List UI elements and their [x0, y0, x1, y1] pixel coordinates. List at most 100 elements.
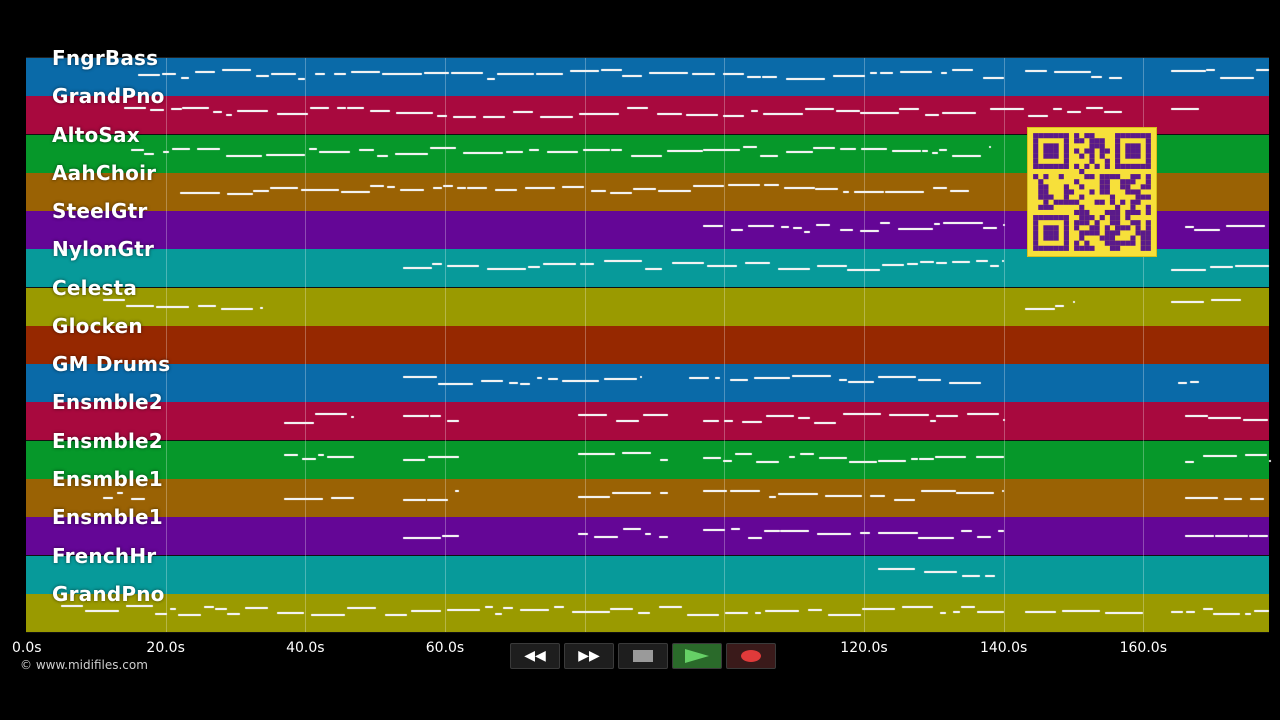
note	[725, 611, 748, 614]
note	[807, 608, 822, 611]
note	[430, 146, 457, 149]
note	[849, 460, 878, 463]
note	[932, 186, 947, 189]
note	[225, 154, 263, 157]
track-label: Ensmble1	[52, 505, 163, 530]
note	[337, 107, 346, 110]
note	[266, 153, 305, 156]
track-lane	[26, 325, 1269, 365]
note	[600, 69, 622, 71]
note	[989, 145, 992, 148]
track-label: Ensmble1	[52, 466, 163, 491]
stop-button[interactable]	[618, 643, 668, 669]
note	[659, 536, 669, 539]
note	[570, 70, 599, 72]
note	[430, 415, 441, 418]
note	[878, 376, 917, 379]
note	[815, 187, 838, 190]
fast-forward-icon: ▶▶	[578, 648, 600, 664]
note	[1171, 610, 1184, 613]
note	[861, 147, 887, 150]
note	[760, 154, 778, 157]
note	[1171, 108, 1200, 111]
note	[1001, 489, 1004, 492]
note	[318, 150, 350, 153]
track-label: SteelGtr	[52, 199, 148, 224]
note	[1066, 111, 1081, 114]
note	[919, 457, 934, 460]
note	[804, 108, 834, 111]
note	[403, 415, 429, 418]
note	[591, 189, 606, 192]
note	[1248, 535, 1268, 538]
note	[804, 231, 810, 234]
note	[196, 147, 220, 150]
note	[729, 379, 748, 382]
note	[660, 491, 669, 494]
note	[911, 457, 918, 460]
time-tick-label: 60.0s	[425, 640, 465, 656]
note	[441, 535, 459, 538]
track-label: FngrBass	[52, 46, 159, 70]
rewind-button[interactable]: ◀◀	[510, 643, 560, 669]
note	[484, 605, 493, 608]
note	[723, 459, 733, 462]
note	[609, 191, 632, 194]
track-label: AltoSax	[52, 122, 140, 147]
note	[788, 455, 795, 458]
note	[131, 497, 145, 500]
note	[432, 263, 443, 266]
note	[935, 262, 948, 265]
note	[692, 73, 715, 75]
note	[60, 604, 84, 607]
note	[1024, 70, 1047, 72]
play-button[interactable]	[672, 643, 722, 669]
note	[467, 186, 488, 189]
note	[123, 107, 147, 110]
note	[382, 73, 423, 75]
note	[358, 148, 375, 151]
note	[503, 606, 513, 609]
note	[920, 261, 935, 264]
note	[1185, 460, 1195, 463]
note	[394, 152, 428, 155]
note	[638, 611, 651, 614]
note	[1194, 229, 1220, 232]
note	[703, 148, 741, 151]
note	[1073, 300, 1076, 303]
note	[703, 489, 727, 492]
note	[799, 452, 815, 455]
note	[878, 459, 906, 462]
note	[442, 184, 454, 187]
track-lane	[26, 364, 1269, 404]
note	[161, 73, 176, 75]
note	[269, 186, 298, 189]
note	[824, 494, 863, 497]
note	[892, 149, 922, 152]
note	[657, 189, 691, 192]
grid-line	[305, 58, 307, 632]
note	[793, 227, 802, 230]
note	[783, 186, 815, 189]
note	[1185, 535, 1214, 538]
record-button[interactable]	[726, 643, 776, 669]
note	[797, 417, 810, 420]
note	[818, 456, 848, 459]
track-label: FrenchHr	[52, 543, 157, 568]
note	[755, 460, 780, 463]
note	[961, 574, 981, 577]
note	[204, 605, 214, 608]
note	[528, 148, 539, 151]
note	[226, 114, 233, 117]
track-label: Celesta	[52, 275, 138, 300]
play-icon	[685, 649, 709, 663]
note	[961, 605, 975, 608]
note	[454, 489, 459, 492]
note	[689, 377, 709, 380]
note	[102, 298, 126, 301]
note	[985, 574, 996, 577]
fast-forward-button[interactable]: ▶▶	[564, 643, 614, 669]
note	[370, 184, 385, 187]
note	[703, 225, 724, 228]
note	[952, 69, 974, 71]
